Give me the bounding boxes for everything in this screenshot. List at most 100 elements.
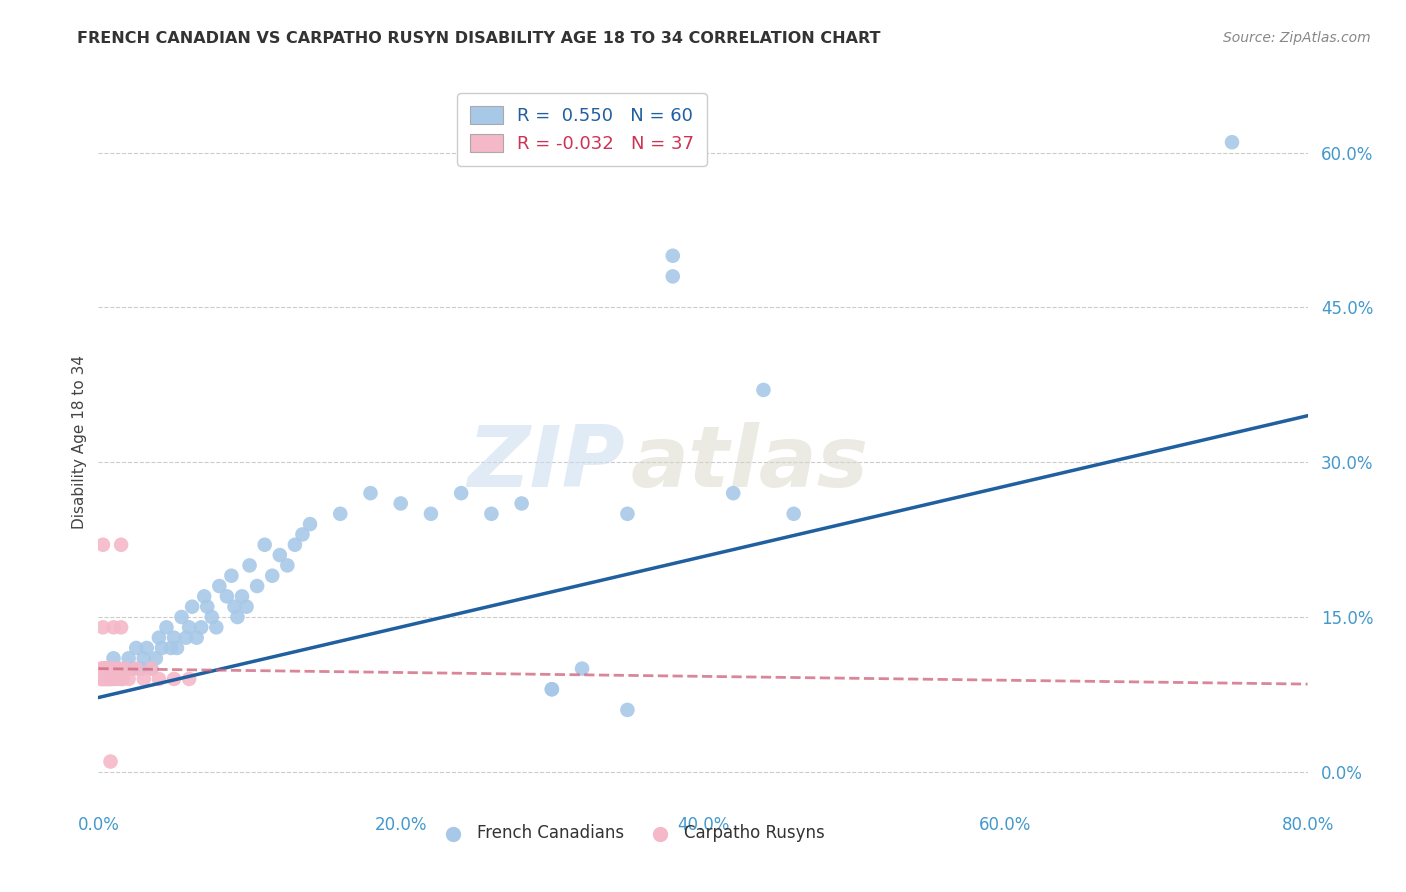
Point [179, 620, 201, 634]
Point [276, 558, 298, 573]
Point [110, 620, 132, 634]
Point [215, 590, 238, 604]
Point [98, 672, 121, 686]
Point [93, 662, 115, 676]
Point [96, 672, 118, 686]
Point [103, 651, 125, 665]
Point [118, 672, 141, 686]
Point [616, 703, 638, 717]
Point [90, 662, 112, 676]
Point [208, 579, 231, 593]
Point [201, 610, 224, 624]
Point [111, 672, 134, 686]
Point [110, 672, 132, 686]
Point [205, 620, 228, 634]
Point [100, 662, 122, 676]
Point [94, 662, 117, 676]
Point [93, 662, 115, 676]
Point [103, 620, 125, 634]
Point [160, 640, 183, 655]
Point [329, 507, 352, 521]
Point [141, 662, 163, 676]
Point [125, 662, 148, 676]
Point [193, 590, 215, 604]
Y-axis label: Disability Age 18 to 34: Disability Age 18 to 34 [72, 354, 87, 529]
Point [179, 672, 201, 686]
Point [186, 631, 208, 645]
Point [132, 651, 155, 665]
Point [571, 662, 593, 676]
Point [450, 486, 472, 500]
Point [100, 672, 122, 686]
Point [155, 620, 177, 634]
Point [96, 662, 118, 676]
Point [181, 599, 204, 614]
Point [540, 682, 562, 697]
Point [91, 538, 114, 552]
Point [135, 640, 157, 655]
Point [360, 486, 382, 500]
Point [226, 610, 249, 624]
Point [291, 527, 314, 541]
Point [98, 662, 121, 676]
Point [269, 548, 291, 562]
Legend: French Canadians, Carpatho Rusyns: French Canadians, Carpatho Rusyns [430, 817, 831, 848]
Point [174, 631, 197, 645]
Point [1220, 135, 1243, 149]
Point [118, 651, 141, 665]
Point [163, 672, 186, 686]
Point [221, 568, 243, 582]
Point [132, 672, 155, 686]
Point [195, 599, 218, 614]
Point [783, 507, 806, 521]
Point [114, 662, 136, 676]
Point [661, 269, 683, 284]
Point [121, 662, 143, 676]
Point [91, 662, 114, 676]
Point [91, 672, 114, 686]
Point [246, 579, 269, 593]
Point [150, 640, 173, 655]
Point [91, 662, 114, 676]
Point [91, 662, 114, 676]
Point [114, 662, 136, 676]
Point [90, 672, 112, 686]
Point [105, 672, 128, 686]
Point [148, 631, 170, 645]
Point [103, 662, 125, 676]
Point [94, 662, 117, 676]
Point [100, 672, 122, 686]
Point [389, 496, 412, 510]
Point [253, 538, 276, 552]
Point [141, 662, 163, 676]
Point [94, 662, 117, 676]
Point [224, 599, 246, 614]
Text: FRENCH CANADIAN VS CARPATHO RUSYN DISABILITY AGE 18 TO 34 CORRELATION CHART: FRENCH CANADIAN VS CARPATHO RUSYN DISABI… [77, 31, 880, 46]
Point [752, 383, 775, 397]
Point [299, 517, 322, 532]
Point [616, 507, 638, 521]
Point [100, 755, 122, 769]
Point [510, 496, 533, 510]
Point [540, 682, 562, 697]
Point [101, 662, 124, 676]
Point [481, 507, 503, 521]
Point [231, 590, 253, 604]
Point [190, 620, 212, 634]
Text: atlas: atlas [630, 422, 869, 505]
Text: Source: ZipAtlas.com: Source: ZipAtlas.com [1223, 31, 1371, 45]
Point [235, 599, 257, 614]
Point [90, 672, 112, 686]
Point [239, 558, 262, 573]
Point [129, 662, 152, 676]
Point [93, 672, 115, 686]
Point [110, 538, 132, 552]
Point [163, 631, 186, 645]
Point [105, 662, 128, 676]
Point [170, 610, 193, 624]
Point [148, 672, 170, 686]
Text: ZIP: ZIP [467, 422, 624, 505]
Point [125, 640, 148, 655]
Point [661, 249, 683, 263]
Point [93, 672, 115, 686]
